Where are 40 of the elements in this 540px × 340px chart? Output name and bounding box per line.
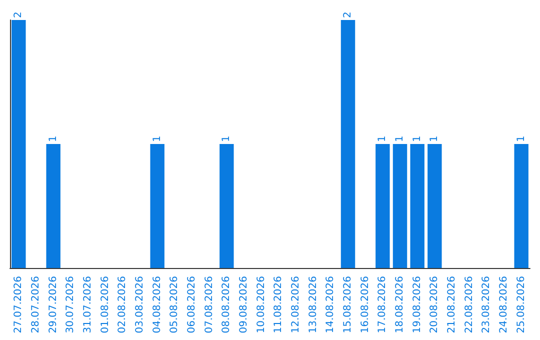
x-tick-label: 18.08.2026 [394, 276, 406, 334]
x-tick-label: 29.07.2026 [48, 276, 59, 334]
x-tick-label: 08.08.2026 [221, 276, 232, 334]
x-tick-label: 17.08.2026 [377, 276, 388, 334]
x-tick-label: 13.08.2026 [308, 276, 319, 334]
x-tick-label: 30.07.2026 [65, 276, 76, 334]
x-tick-label: 06.08.2026 [186, 276, 198, 334]
x-tick-label: 27.07.2026 [13, 276, 24, 334]
data-label: 1 [516, 136, 527, 142]
x-tick-label: 05.08.2026 [169, 276, 180, 334]
x-tick-label: 09.08.2026 [238, 276, 250, 334]
x-tick-label: 07.08.2026 [204, 276, 215, 334]
data-label: 1 [377, 136, 388, 142]
x-tick-label: 19.08.2026 [412, 276, 423, 334]
x-tick-label: 31.07.2026 [82, 276, 94, 334]
data-label: 1 [152, 136, 163, 142]
x-tick-label: 12.08.2026 [290, 276, 302, 334]
x-tick-label: 15.08.2026 [342, 276, 354, 334]
x-tick-label: 21.08.2026 [446, 276, 458, 334]
x-tick-label: 20.08.2026 [429, 276, 440, 334]
data-label: 2 [342, 12, 354, 18]
x-tick-label: 24.08.2026 [498, 276, 510, 334]
x-tick-label: 03.08.2026 [134, 276, 146, 334]
x-tick-label: 11.08.2026 [273, 276, 284, 334]
x-tick-label: 02.08.2026 [117, 276, 128, 334]
x-tick-label: 14.08.2026 [325, 276, 336, 334]
data-label: 1 [429, 136, 440, 142]
x-tick-label: 10.08.2026 [256, 276, 267, 334]
x-tick-label: 28.07.2026 [30, 276, 42, 334]
x-tick-label: 22.08.2026 [464, 276, 475, 334]
x-tick-label: 01.08.2026 [100, 276, 111, 334]
data-label: 2 [13, 12, 24, 18]
data-label: 1 [221, 136, 232, 142]
x-tick-label: 23.08.2026 [481, 276, 492, 334]
data-label: 1 [394, 136, 406, 142]
x-tick-label: 16.08.2026 [360, 276, 371, 334]
x-tick-label: 04.08.2026 [152, 276, 163, 334]
data-label: 1 [48, 136, 59, 142]
data-label: 1 [412, 136, 423, 142]
x-tick-label: 25.08.2026 [516, 276, 527, 334]
